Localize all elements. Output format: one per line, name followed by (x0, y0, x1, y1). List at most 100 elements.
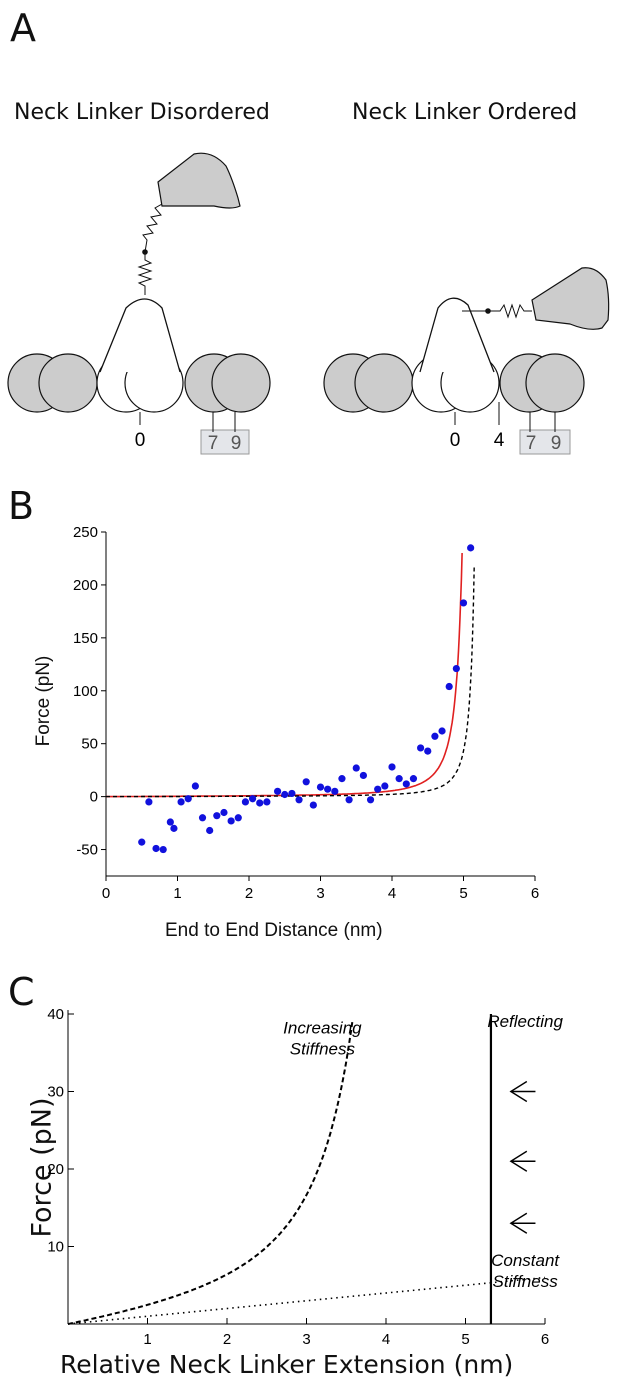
position-label: 7 (526, 433, 537, 454)
x-tick-label: 4 (388, 885, 396, 902)
curve-annotation: Increasing (283, 1018, 362, 1037)
motor-head (419, 297, 495, 373)
reflect-arrow-head (509, 1212, 528, 1234)
tubulin-subunit (354, 353, 414, 413)
data-point (206, 826, 214, 835)
y-tick-label: 200 (73, 577, 98, 594)
x-tick-label: 2 (223, 1331, 231, 1348)
data-point (184, 795, 192, 803)
data-point (331, 787, 339, 795)
data-point (445, 682, 453, 691)
data-point (256, 799, 264, 807)
x-tick-label: 5 (459, 885, 467, 902)
x-tick-label: 0 (102, 885, 110, 902)
reflect-arrow-head (509, 1080, 528, 1103)
data-point (381, 782, 389, 790)
x-tick-label: 6 (541, 1331, 549, 1348)
increasing-stiffness-curve (67, 1019, 354, 1325)
position-label: 9 (551, 433, 562, 454)
data-point (288, 789, 296, 798)
data-point (388, 763, 396, 771)
curve-annotation: Reflecting (487, 1012, 563, 1031)
x-tick-label: 6 (531, 885, 539, 902)
data-point (302, 778, 310, 786)
data-point (424, 747, 432, 755)
panel-a-letter: A (10, 6, 36, 50)
cargo-head (531, 267, 610, 330)
x-tick-label: 1 (143, 1331, 151, 1348)
data-point (374, 785, 382, 793)
x-tick-label: 4 (382, 1331, 390, 1348)
data-point (170, 824, 178, 832)
right-diagram-title: Neck Linker Ordered (352, 100, 578, 125)
data-point (295, 796, 303, 804)
curve-annotation: Stiffness (290, 1039, 356, 1058)
position-label: 0 (450, 430, 461, 451)
tubulin-subunit (525, 353, 585, 413)
data-point (220, 808, 228, 817)
tubulin-subunit (38, 353, 98, 413)
curve-annotation: Stiffness (493, 1272, 559, 1291)
data-point (459, 599, 468, 607)
data-point (177, 798, 185, 806)
position-label: 7 (208, 433, 219, 454)
y-tick-label: 150 (73, 630, 98, 647)
position-label: 9 (231, 433, 242, 454)
panel-b-letter: B (8, 484, 35, 528)
data-point (248, 795, 257, 803)
y-tick-label: 250 (73, 524, 98, 541)
tether-spring (142, 197, 167, 253)
right-motor-diagram: 0 4 7 9 (323, 267, 610, 455)
left-diagram-title: Neck Linker Disordered (14, 100, 270, 125)
y-tick-label: 50 (81, 736, 98, 753)
curve-annotation: Constant (491, 1251, 560, 1270)
chart-c-xlabel: Relative Neck Linker Extension (nm) (60, 1350, 514, 1379)
data-point (452, 664, 460, 673)
y-tick-label: -50 (76, 842, 98, 859)
tether-spring (488, 303, 532, 319)
y-tick-label: 100 (73, 683, 98, 700)
data-point (281, 790, 289, 799)
data-point (366, 796, 375, 804)
data-point (263, 798, 271, 806)
data-point (417, 744, 425, 752)
data-point (359, 771, 367, 780)
data-point (159, 845, 167, 854)
data-point (402, 780, 410, 788)
chart-b-xlabel: End to End Distance (nm) (165, 920, 383, 941)
target-site-box (519, 429, 571, 455)
y-tick-label: 10 (47, 1239, 64, 1256)
y-tick-label: 30 (47, 1084, 64, 1101)
data-point (152, 844, 160, 853)
data-point (352, 764, 360, 772)
position-label: 4 (494, 430, 505, 451)
motor-head (99, 298, 181, 373)
data-point (438, 727, 446, 735)
x-tick-label: 3 (316, 885, 324, 902)
position-label: 0 (135, 430, 146, 451)
reflect-arrow-head (509, 1150, 528, 1172)
y-tick-label: 40 (47, 1006, 64, 1023)
chart-b: -50 0 50 100 150 200 250 0 1 2 3 4 5 6 (73, 524, 539, 902)
data-point (138, 838, 146, 846)
cargo-head (157, 152, 241, 209)
data-point (338, 775, 346, 783)
data-point (345, 796, 353, 804)
data-point (198, 814, 207, 822)
x-tick-label: 5 (461, 1331, 469, 1348)
data-point (395, 775, 403, 783)
data-point (213, 812, 221, 820)
y-tick-label: 20 (47, 1161, 64, 1178)
data-point (234, 814, 242, 822)
left-motor-diagram: 0 7 9 (7, 152, 271, 455)
constant-stiffness-line (67, 1276, 546, 1325)
data-point (191, 782, 199, 790)
data-point (227, 817, 235, 825)
data-point (316, 783, 325, 791)
data-point (274, 787, 282, 795)
data-point (409, 775, 418, 783)
data-point (166, 818, 174, 826)
fit-curve (106, 552, 463, 798)
x-tick-label: 1 (173, 885, 181, 902)
x-tick-label: 2 (245, 885, 253, 902)
